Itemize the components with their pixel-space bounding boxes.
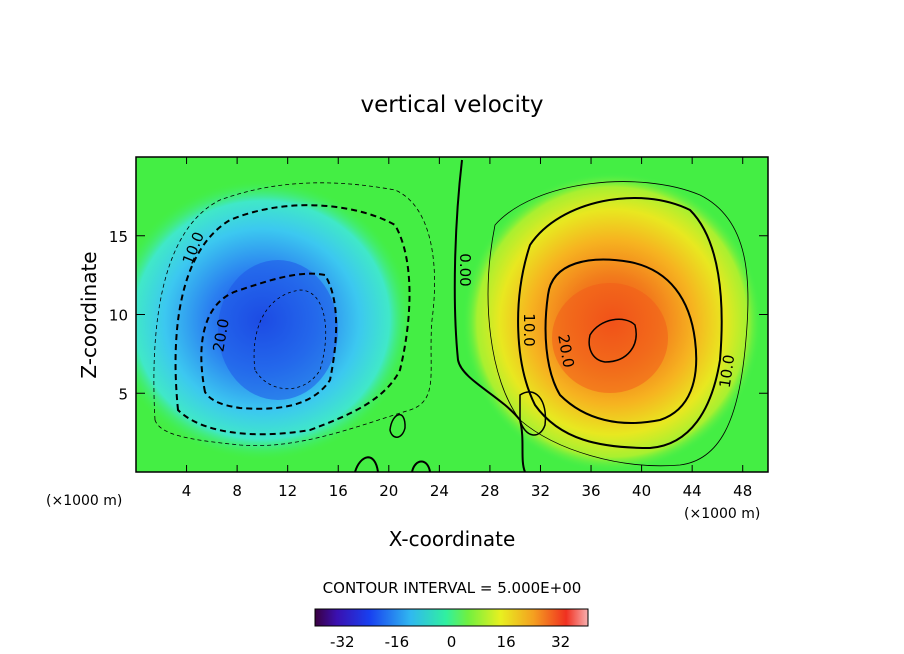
contour-zero-lobe-b [411,460,431,472]
contour-zero [453,159,526,472]
colorbar-tick-label: -16 [385,633,410,651]
contour-label-neg20: 20.0 [209,317,233,353]
contour-zero-island [389,414,406,438]
x-tick-label: 44 [683,482,702,500]
x-tick-label: 48 [733,482,752,500]
x-tick-label: 8 [232,482,242,500]
colorbar-tick-label: 0 [447,633,457,651]
contour-label-zero: 0.00 [456,253,474,286]
x-tick-label: 40 [632,482,651,500]
chart-title: vertical velocity [361,92,544,118]
contour-neg5 [153,182,435,447]
x-tick-label: 16 [329,482,348,500]
contour-pos30 [588,318,637,363]
x-axis-label: X-coordinate [389,527,516,551]
updraft-core [552,283,668,393]
x-tick-label: 20 [379,482,398,500]
y-axis: 5 10 15 [109,228,768,403]
x-tick-label: 36 [581,482,600,500]
x-tick-label: 28 [480,482,499,500]
contour-zero-lobe-a [354,456,379,472]
velocity-field: 10.0 20.0 0.00 10.0 20.0 10.0 [136,157,768,472]
y-tick-label: 10 [109,307,128,325]
contour-pos20 [544,258,698,424]
contour-pos5 [487,181,749,467]
contour-label-pos10-right: 10.0 [716,354,738,390]
x-tick-label: 24 [430,482,449,500]
x-axis: 4 8 12 16 20 24 28 32 36 40 44 48 [182,157,752,500]
colorbar-tick-label: -32 [330,633,355,651]
x-unit-right: (×1000 m) [684,506,760,522]
y-tick-label: 5 [118,385,128,403]
contour-neg20 [200,272,338,410]
contour-pos10 [517,197,723,450]
downdraft-core [218,260,338,400]
y-axis-label: Z-coordinate [77,251,101,378]
contour-interval-label: CONTOUR INTERVAL = 5.000E+00 [323,579,582,597]
contour-label-pos20: 20.0 [554,333,578,369]
colorbar-tick-label: 16 [497,633,516,651]
x-unit-left: (×1000 m) [46,493,122,509]
contour-label-pos10-left: 10.0 [520,313,538,346]
x-tick-label: 12 [278,482,297,500]
contour-pos-lobe [519,391,547,436]
colorbar-ticks: -32 -16 0 16 32 [330,633,570,651]
x-tick-label: 32 [531,482,550,500]
colorbar-tick-label: 32 [551,633,570,651]
y-tick-label: 15 [109,228,128,246]
contour-neg10 [174,204,411,436]
x-tick-label: 4 [182,482,192,500]
colorbar [314,608,589,627]
